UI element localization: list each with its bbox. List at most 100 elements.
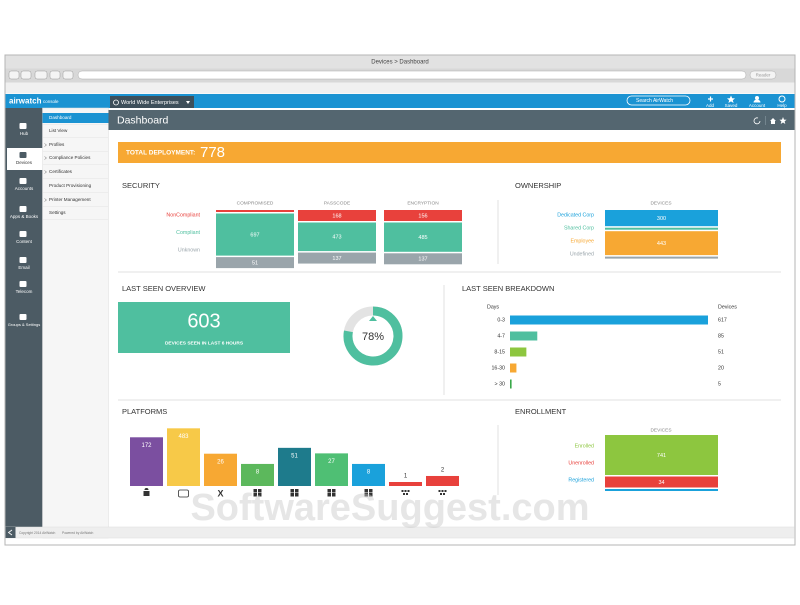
- account-icon[interactable]: [755, 96, 759, 100]
- org-selector[interactable]: [110, 96, 194, 108]
- value-label: 26: [217, 459, 224, 465]
- sidebar-item[interactable]: Content: [16, 239, 33, 244]
- sidebar-icon: [19, 231, 27, 237]
- add-icon[interactable]: [708, 96, 713, 102]
- value-label: 8: [256, 470, 260, 476]
- header-action[interactable]: Add: [706, 103, 715, 108]
- submenu-item[interactable]: Compliance Policies: [49, 155, 91, 160]
- app-header: [5, 94, 795, 108]
- bar: [352, 463, 385, 486]
- account-icon-body: [753, 99, 761, 103]
- legend-entry: Unenrolled: [568, 460, 594, 466]
- submenu-item[interactable]: Profiles: [49, 142, 65, 147]
- sidebar-icon: [19, 123, 27, 129]
- stacked-segment: [384, 210, 462, 221]
- stacked-segment: [298, 222, 376, 252]
- cloud-button[interactable]: [34, 70, 48, 80]
- plus-button[interactable]: [62, 70, 74, 80]
- sidebar-item[interactable]: Groups & Settings: [8, 322, 40, 327]
- legend-entry: Enrolled: [575, 443, 594, 449]
- sidebar-item[interactable]: Email: [18, 265, 29, 270]
- submenu-item[interactable]: Dashboard: [49, 115, 72, 120]
- reader-button[interactable]: [749, 70, 777, 80]
- category-label: > 30: [495, 381, 506, 387]
- address-bar[interactable]: [77, 70, 747, 80]
- count-caption: DEVICES SEEN IN LAST 6 HOURS: [165, 340, 244, 346]
- bar: [389, 482, 422, 486]
- section-title: PLATFORMS: [122, 407, 167, 416]
- favorite-icon[interactable]: [779, 117, 787, 124]
- back-button[interactable]: [8, 70, 20, 80]
- segment-label: 697: [250, 232, 259, 238]
- bar: [510, 331, 538, 341]
- legend-entry: Dedicated Corp: [557, 212, 594, 218]
- bar: [510, 347, 527, 357]
- header-action[interactable]: Help: [777, 103, 787, 108]
- forward-button[interactable]: [20, 70, 32, 80]
- total-deployment-bar: [118, 142, 781, 163]
- deployment-value: 778: [200, 144, 225, 161]
- sidebar-item[interactable]: Devices: [16, 160, 33, 165]
- value-label: 27: [328, 459, 335, 465]
- reader-label[interactable]: Reader: [756, 72, 771, 77]
- share-button[interactable]: [49, 70, 61, 80]
- expand-arrow: [44, 143, 47, 147]
- stacked-segment: [384, 253, 462, 265]
- sidebar-icon: [19, 178, 27, 184]
- submenu: [42, 107, 109, 539]
- value-label: 20: [718, 365, 724, 371]
- search-box[interactable]: [626, 95, 691, 106]
- collapse-button[interactable]: [5, 527, 16, 538]
- bar: [278, 447, 311, 486]
- collapse-arrow: [7, 529, 13, 536]
- home-icon[interactable]: [770, 118, 776, 124]
- value-label: 85: [718, 333, 724, 339]
- submenu-item[interactable]: List View: [49, 128, 68, 133]
- section-title: ENROLLMENT: [515, 407, 567, 416]
- sidebar-item[interactable]: Hub: [20, 131, 29, 136]
- legend-entry: Unknown: [178, 247, 200, 253]
- search-placeholder[interactable]: Search AirWatch: [636, 98, 673, 104]
- sidebar-icon: [19, 257, 27, 263]
- submenu-item[interactable]: Printer Management: [49, 197, 91, 202]
- stacked-segment: [605, 227, 718, 230]
- segment-label: 741: [657, 453, 666, 459]
- submenu-item[interactable]: Product Provisioning: [49, 183, 92, 188]
- window-title: Devices > Dashboard: [371, 60, 429, 66]
- value-label: 172: [141, 443, 152, 449]
- value-label: 5: [718, 381, 721, 387]
- stacked-segment: [605, 231, 718, 256]
- donut-arc: [343, 306, 403, 366]
- sidebar-item[interactable]: Telecom: [16, 289, 33, 294]
- count-value: 603: [187, 310, 220, 332]
- value-label: 51: [291, 453, 298, 459]
- column-header: Days: [487, 304, 499, 310]
- help-icon[interactable]: [778, 95, 786, 103]
- last-seen-box: [118, 302, 290, 353]
- bar: [167, 428, 200, 486]
- segment-label: 137: [418, 257, 427, 263]
- column-header: DEVICES: [650, 427, 671, 433]
- header-action[interactable]: Saved: [725, 103, 738, 108]
- refresh-icon[interactable]: [753, 117, 761, 125]
- dropdown-caret: [186, 101, 190, 104]
- submenu-item[interactable]: Settings: [49, 210, 66, 215]
- stacked-segment: [216, 257, 294, 269]
- segment-label: 51: [252, 260, 258, 266]
- stacked-segment: [605, 476, 718, 488]
- header-action[interactable]: Account: [749, 103, 766, 108]
- sidebar-icon: [19, 206, 27, 212]
- bar: [426, 475, 459, 486]
- org-name[interactable]: World Wide Enterprises: [121, 100, 179, 106]
- separator: [765, 116, 766, 125]
- column-header: ENCRYPTION: [407, 200, 439, 206]
- sidebar-item[interactable]: Accounts: [15, 186, 34, 191]
- value-label: 1: [404, 474, 408, 480]
- bar: [315, 453, 348, 486]
- submenu-item[interactable]: Certificates: [49, 169, 73, 174]
- title-bar: [5, 55, 795, 69]
- sidebar-icon: [19, 314, 27, 320]
- sidebar-item[interactable]: Apps & Books: [10, 214, 39, 219]
- saved-icon[interactable]: [727, 95, 735, 104]
- segment-label: 156: [418, 213, 427, 219]
